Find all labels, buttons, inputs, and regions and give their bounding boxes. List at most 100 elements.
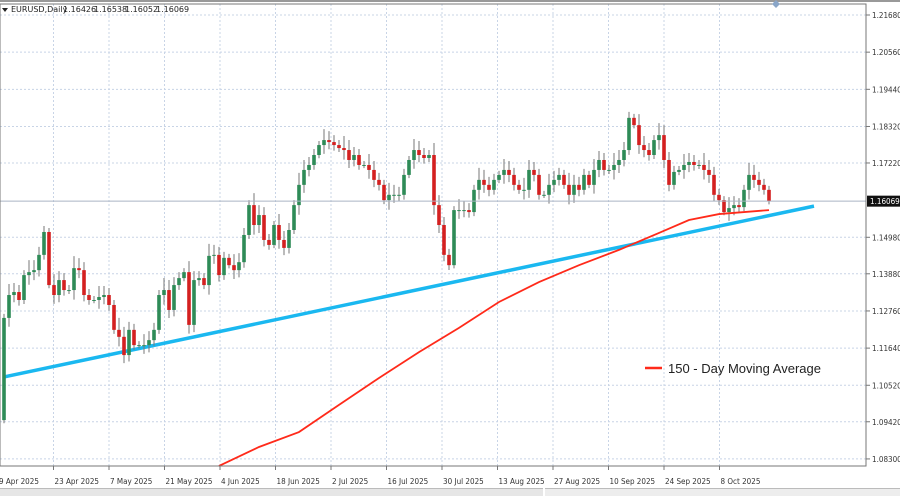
candle-bear (577, 184, 581, 190)
candle-bull (697, 164, 701, 166)
x-tick-label: 21 May 2025 (166, 477, 213, 486)
y-tick-label: 1.14980 (872, 233, 900, 242)
candle-bull (427, 155, 431, 158)
trendline-layer (3, 204, 815, 379)
x-tick-label: 18 Jun 2025 (277, 477, 320, 486)
ohlc-open: 1.16426 (63, 5, 96, 14)
x-tick-label: 2 Jul 2025 (332, 477, 368, 486)
trendline (3, 204, 815, 379)
candle-bear (642, 145, 646, 151)
candle-bull (392, 194, 396, 196)
candle-bull (142, 345, 146, 347)
y-tick-label: 1.21680 (872, 11, 900, 20)
ohlc-high: 1.16538 (94, 5, 127, 14)
candle-bull (137, 345, 141, 347)
x-tick-label: 27 Aug 2025 (554, 477, 600, 486)
candle-bear (382, 184, 386, 201)
candle-bull (522, 189, 526, 191)
candle-bear (267, 239, 271, 245)
y-tick-label: 1.17220 (872, 159, 900, 168)
x-tick-label: 23 Apr 2025 (55, 477, 100, 486)
candle-bear (722, 200, 726, 213)
candle-bear (337, 145, 341, 149)
candle-bull (212, 254, 216, 256)
candle-bear (767, 189, 771, 202)
candle-bear (77, 268, 81, 271)
candles (2, 111, 771, 424)
candle-bear (277, 225, 281, 240)
candle-bear (712, 174, 716, 195)
candle-bull (312, 155, 316, 165)
candle-bear (562, 174, 566, 185)
candle-bull (307, 164, 311, 170)
candle-bull (747, 174, 751, 190)
candle-bull (682, 164, 686, 170)
candle-bear (422, 155, 426, 158)
candle-bull (247, 205, 251, 235)
candle-bear (112, 304, 116, 330)
candle-bull (317, 145, 321, 156)
x-tick-label: 8 Oct 2025 (721, 477, 761, 486)
bottom-panel-right (545, 488, 900, 496)
candle-bull (32, 270, 36, 273)
x-tick-label: 9 Apr 2025 (0, 477, 39, 486)
y-tick-label: 1.20560 (872, 48, 900, 57)
candle-bull (627, 117, 631, 151)
candle-bear (647, 150, 651, 156)
candle-bear (107, 295, 111, 305)
moving-average-layer (218, 209, 770, 467)
candle-bear (227, 257, 231, 266)
candle-bull (457, 210, 461, 212)
candle-bear (757, 179, 761, 185)
bottom-panel-left (0, 488, 543, 496)
moving-average-line (218, 209, 770, 467)
candle-bull (72, 268, 76, 291)
candle-bull (742, 189, 746, 208)
candle-bull (287, 229, 291, 248)
candle-bull (502, 169, 506, 175)
current-price-label: 1.16069 (870, 197, 900, 206)
candle-bull (172, 285, 176, 310)
x-tick-label: 16 Jul 2025 (388, 477, 429, 486)
candle-bear (567, 184, 571, 195)
candle-bull (37, 254, 41, 271)
candle-bear (52, 285, 56, 296)
candle-bear (432, 155, 436, 206)
candle-bear (62, 280, 66, 291)
dropdown-triangle-icon[interactable] (2, 8, 8, 12)
candle-bear (482, 179, 486, 185)
candle-bear (707, 169, 711, 175)
candle-bull (42, 231, 46, 255)
candle-bear (417, 150, 421, 156)
legend-label: 150 - Day Moving Average (668, 361, 821, 376)
grid (0, 4, 866, 466)
symbol-header: EURUSD,Daily 1.16426 1.16538 1.16052 1.1… (2, 5, 189, 14)
candle-bull (387, 194, 391, 201)
candle-bull (547, 184, 551, 195)
candle-bull (607, 169, 611, 171)
y-tick-label: 1.19440 (872, 85, 900, 94)
y-tick-label: 1.11640 (872, 344, 900, 353)
candle-bull (582, 174, 586, 190)
candle-bear (442, 225, 446, 255)
marker-icon (772, 0, 780, 8)
candle-bear (702, 164, 706, 170)
candle-bull (97, 297, 101, 300)
candle-bear (737, 205, 741, 208)
candle-bull (557, 174, 561, 180)
candle-bull (402, 174, 406, 195)
candle-bull (157, 295, 161, 330)
y-tick-label: 1.08300 (872, 455, 900, 464)
candle-bull (272, 225, 276, 245)
candle-bear (332, 142, 336, 146)
candle-bull (2, 317, 6, 421)
price-axis: 1.21680 1.20560 1.19440 1.18320 1.17220 1.149… (866, 11, 900, 464)
candle-bear (122, 336, 126, 356)
candle-bull (462, 210, 466, 212)
candle-bull (542, 194, 546, 196)
candle-bear (217, 254, 221, 276)
candle-bull (127, 329, 131, 356)
y-tick-label: 1.09420 (872, 418, 900, 427)
y-tick-label: 1.12760 (872, 307, 900, 316)
